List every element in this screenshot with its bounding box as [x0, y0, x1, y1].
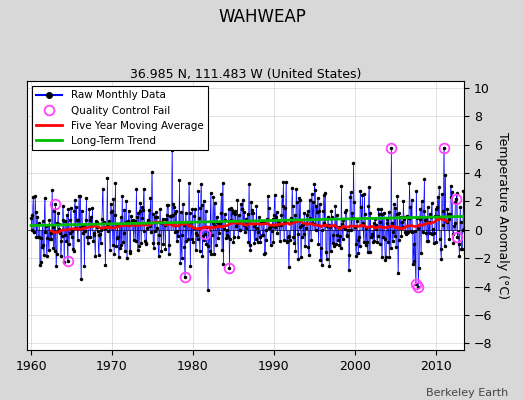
- Text: Berkeley Earth: Berkeley Earth: [426, 388, 508, 398]
- Title: 36.985 N, 111.483 W (United States): 36.985 N, 111.483 W (United States): [130, 68, 361, 81]
- Text: WAHWEAP: WAHWEAP: [218, 8, 306, 26]
- Y-axis label: Temperature Anomaly (°C): Temperature Anomaly (°C): [496, 132, 509, 299]
- Legend: Raw Monthly Data, Quality Control Fail, Five Year Moving Average, Long-Term Tren: Raw Monthly Data, Quality Control Fail, …: [32, 86, 208, 150]
